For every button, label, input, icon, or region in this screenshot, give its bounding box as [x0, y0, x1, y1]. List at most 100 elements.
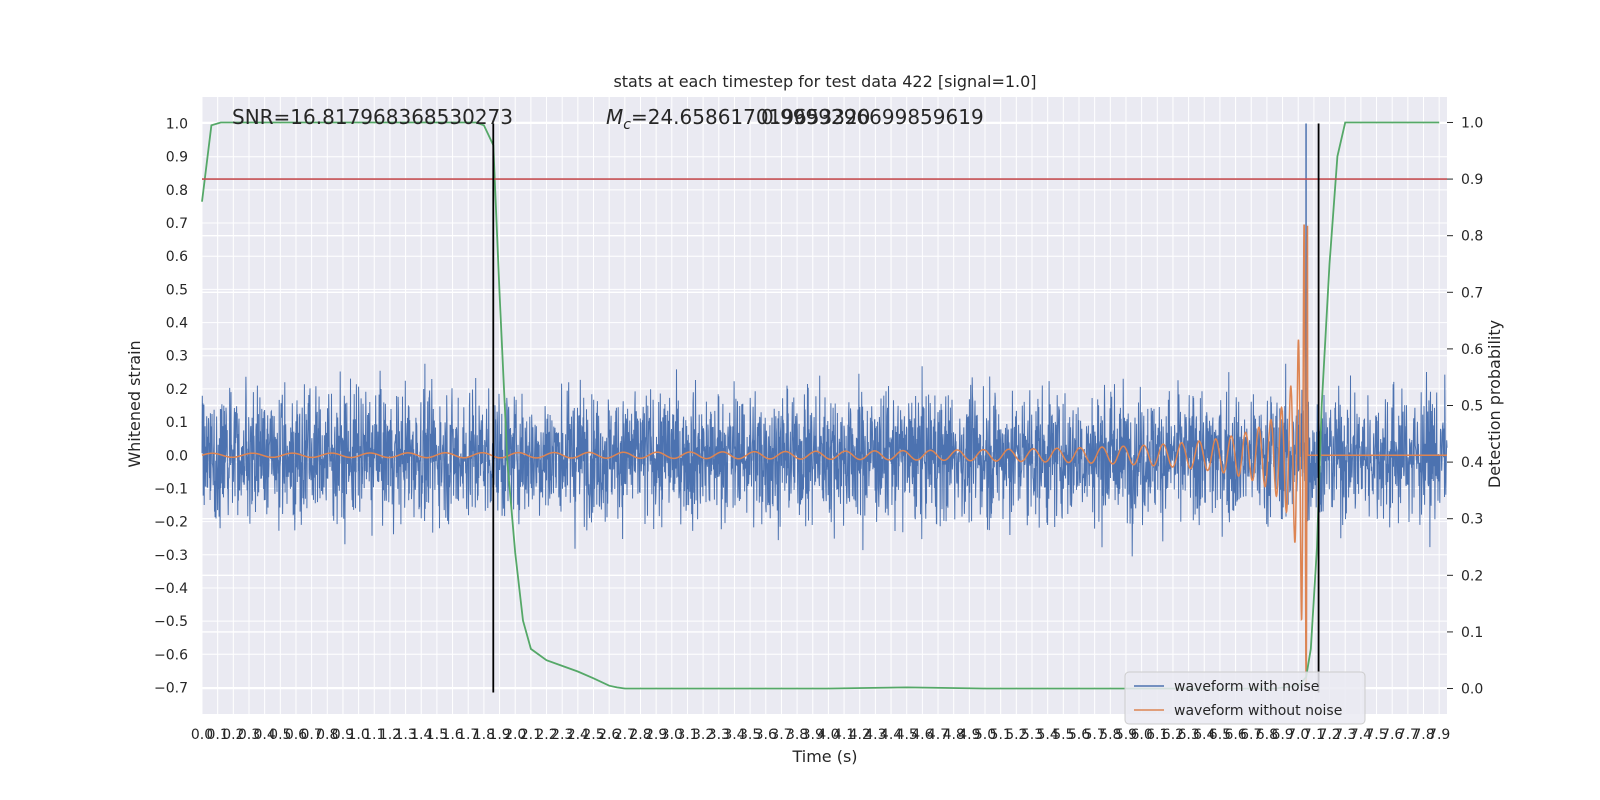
x-tick-label: 4.2 — [849, 727, 871, 743]
x-tick-label: 6.8 — [1256, 727, 1278, 743]
x-tick-label: 4.8 — [943, 727, 965, 743]
x-tick-label: 0.1 — [207, 727, 229, 743]
x-tick-label: 7.6 — [1381, 727, 1403, 743]
x-tick-label: 0.4 — [254, 727, 276, 743]
x-tick-label: 1.1 — [363, 727, 385, 743]
y-left-tick-label: 0.6 — [166, 249, 188, 265]
x-tick-label: 4.6 — [911, 727, 933, 743]
x-tick-label: 5.2 — [1005, 727, 1027, 743]
y-left-tick-label: −0.2 — [154, 515, 188, 531]
legend-label-noise: waveform with noise — [1174, 679, 1319, 695]
x-tick-label: 3.1 — [676, 727, 698, 743]
x-tick-label: 7.2 — [1318, 727, 1340, 743]
x-tick-label: 3.4 — [723, 727, 745, 743]
x-tick-label: 5.9 — [1115, 727, 1137, 743]
chirp-mass-symbol: M — [606, 105, 623, 129]
y-left-tick-label: −0.3 — [154, 548, 188, 564]
x-tick-label: 4.4 — [880, 727, 902, 743]
x-tick-label: 5.6 — [1068, 727, 1090, 743]
x-tick-label: 6.2 — [1162, 727, 1184, 743]
x-tick-label: 2.2 — [535, 727, 557, 743]
x-tick-label: 2.6 — [598, 727, 620, 743]
x-ticks: 0.00.10.20.30.40.50.60.70.80.91.01.11.21… — [191, 727, 1450, 743]
y-right-tick-label: 0.1 — [1461, 625, 1483, 641]
x-tick-label: 4.9 — [958, 727, 980, 743]
x-tick-label: 1.3 — [394, 727, 416, 743]
y-left-tick-label: 0.2 — [166, 382, 188, 398]
chart-title: stats at each timestep for test data 422… — [613, 72, 1036, 91]
y-left-tick-label: −0.1 — [154, 481, 188, 497]
y-left-tick-label: −0.5 — [154, 614, 188, 630]
y-right-tick-label: 0.2 — [1461, 568, 1483, 584]
x-tick-label: 4.1 — [833, 727, 855, 743]
x-tick-label: 3.3 — [708, 727, 730, 743]
x-tick-label: 6.7 — [1240, 727, 1262, 743]
x-tick-label: 5.8 — [1099, 727, 1121, 743]
left-y-ticks: 1.0 0.9 0.8 0.7 0.6 0.5 0.4 0.3 0.2 0.1 0.0 −0.1 −0.… — [154, 117, 188, 697]
x-tick-label: 5.1 — [990, 727, 1012, 743]
x-tick-label: 7.9 — [1428, 727, 1450, 743]
y-right-tick-label: 0.3 — [1461, 512, 1483, 528]
y-left-tick-label: 0.8 — [166, 183, 188, 199]
x-tick-label: 4.7 — [927, 727, 949, 743]
y-right-tick-label: 0.4 — [1461, 455, 1483, 471]
x-tick-label: 0.8 — [316, 727, 338, 743]
x-tick-label: 5.0 — [974, 727, 996, 743]
x-tick-label: 1.9 — [488, 727, 510, 743]
x-tick-label: 2.1 — [520, 727, 542, 743]
y-left-tick-label: 0.0 — [166, 448, 188, 464]
x-tick-label: 0.5 — [269, 727, 291, 743]
x-tick-label: 6.1 — [1146, 727, 1168, 743]
x-tick-label: 1.6 — [441, 727, 463, 743]
x-tick-label: 6.4 — [1193, 727, 1215, 743]
x-tick-label: 4.5 — [896, 727, 918, 743]
y-left-tick-label: 0.4 — [166, 316, 188, 332]
x-tick-label: 7.3 — [1334, 727, 1356, 743]
x-tick-label: 2.4 — [567, 727, 589, 743]
x-tick-label: 5.5 — [1052, 727, 1074, 743]
y-left-tick-label: −0.6 — [154, 647, 188, 663]
waveform-without-noise-series — [201, 224, 1447, 687]
x-tick-label: 7.1 — [1303, 727, 1325, 743]
y-left-tick-label: −0.7 — [154, 680, 188, 696]
x-tick-label: 0.7 — [300, 727, 322, 743]
y-right-tick-label: 1.0 — [1461, 115, 1483, 131]
right-y-ticks: 1.0 0.9 0.8 0.7 0.6 0.5 0.4 0.3 0.2 0.1 0.0 — [1447, 115, 1483, 698]
y-axis-label-right: Detection probability — [1485, 320, 1504, 488]
x-tick-label: 5.4 — [1037, 727, 1059, 743]
x-tick-label: 6.5 — [1209, 727, 1231, 743]
y-right-tick-label: 0.6 — [1461, 342, 1483, 358]
x-tick-label: 0.6 — [285, 727, 307, 743]
x-tick-label: 5.7 — [1084, 727, 1106, 743]
x-tick-label: 0.3 — [238, 727, 260, 743]
x-tick-label: 3.6 — [755, 727, 777, 743]
legend: waveform with noise waveform without noi… — [1124, 671, 1366, 725]
x-tick-label: 2.7 — [614, 727, 636, 743]
detection-probability-series — [201, 121, 1440, 690]
x-tick-label: 2.8 — [629, 727, 651, 743]
x-tick-label: 3.9 — [802, 727, 824, 743]
x-tick-label: 0.2 — [222, 727, 244, 743]
x-tick-label: 3.8 — [786, 727, 808, 743]
x-tick-label: 1.5 — [426, 727, 448, 743]
x-tick-label: 3.5 — [739, 727, 761, 743]
y-right-tick-label: 0.0 — [1461, 682, 1483, 698]
x-tick-label: 3.0 — [661, 727, 683, 743]
x-tick-label: 7.0 — [1287, 727, 1309, 743]
x-tick-label: 1.7 — [457, 727, 479, 743]
x-tick-label: 1.8 — [473, 727, 495, 743]
x-tick-label: 1.2 — [379, 727, 401, 743]
y-axis-label-left: Whitened strain — [125, 340, 144, 467]
x-tick-label: 7.7 — [1397, 727, 1419, 743]
chirp-trace — [201, 224, 1447, 687]
x-tick-label: 2.3 — [551, 727, 573, 743]
y-right-tick-label: 0.8 — [1461, 229, 1483, 245]
chirp-mass-subscript: c — [623, 117, 631, 133]
y-left-tick-label: 0.1 — [166, 415, 188, 431]
x-tick-label: 6.9 — [1271, 727, 1293, 743]
x-tick-label: 3.2 — [692, 727, 714, 743]
chirp-mass-value: =24.658617019653320 — [631, 105, 870, 129]
noise-trace — [201, 363, 1448, 557]
x-tick-label: 7.5 — [1365, 727, 1387, 743]
